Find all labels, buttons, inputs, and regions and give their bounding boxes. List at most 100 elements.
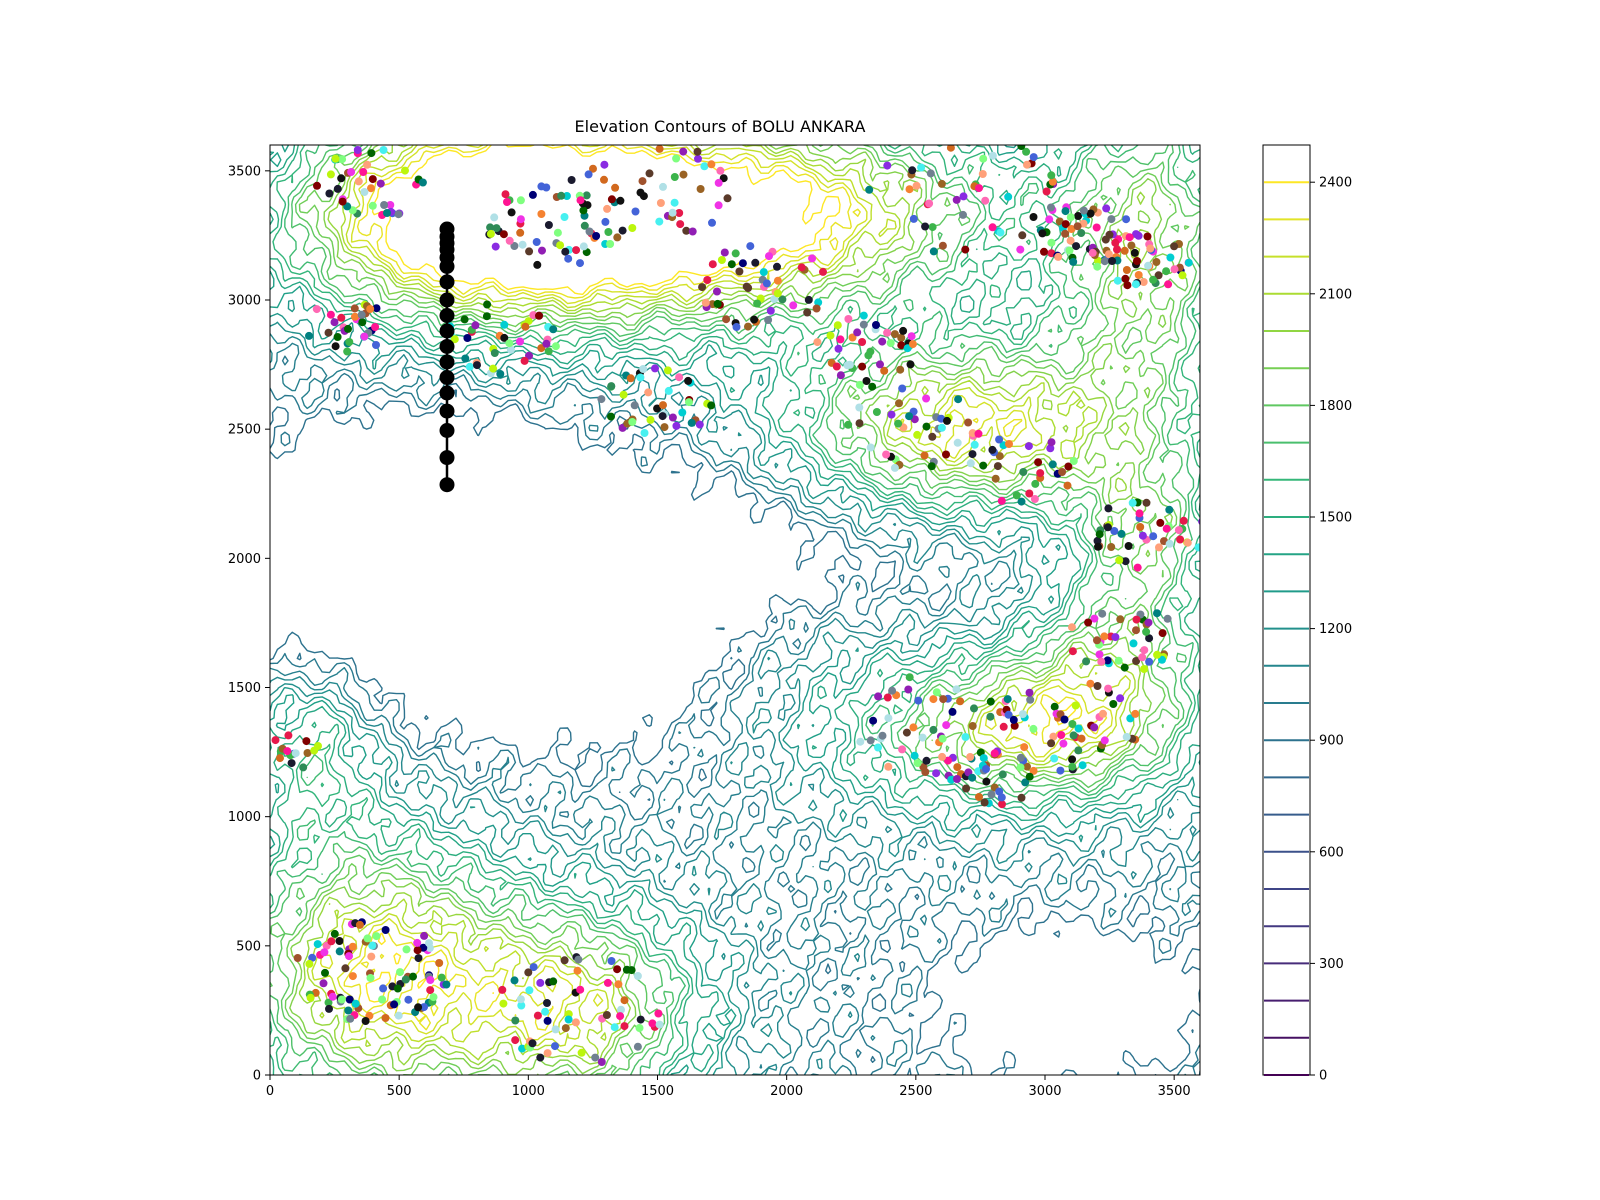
scatter-point xyxy=(1120,663,1129,672)
scatter-point xyxy=(544,221,553,229)
scatter-point xyxy=(1104,250,1113,259)
scatter-point xyxy=(1194,543,1200,552)
y-axis: 0 500 1000 1500 2000 2500 3000 3500 xyxy=(228,164,270,1084)
scatter-point xyxy=(383,209,391,217)
scatter-point xyxy=(1130,248,1139,257)
scatter-point xyxy=(291,749,300,758)
scatter-point xyxy=(1073,222,1082,231)
scatter-point xyxy=(1142,627,1151,636)
scatter-point xyxy=(1140,665,1149,673)
scatter-point xyxy=(372,304,381,313)
scatter-point xyxy=(348,972,357,981)
scatter-point xyxy=(1122,215,1131,224)
scatter-point xyxy=(978,170,987,178)
scatter-point xyxy=(896,365,905,374)
scatter-point xyxy=(874,743,882,752)
scatter-point xyxy=(708,218,716,227)
scatter-point xyxy=(836,335,845,344)
scatter-point xyxy=(759,268,768,277)
scatter-point xyxy=(543,999,551,1007)
scatter-point xyxy=(378,995,387,1004)
scatter-point xyxy=(1127,241,1136,250)
scatter-point xyxy=(659,401,667,410)
scatter-point xyxy=(616,196,625,205)
scatter-point xyxy=(938,241,947,250)
scatter-point xyxy=(576,196,585,205)
scatter-point xyxy=(659,182,667,191)
scatter-point xyxy=(576,259,584,268)
scatter-point xyxy=(576,985,585,994)
scatter-point xyxy=(490,213,499,222)
scatter-point xyxy=(917,163,926,172)
scatter-point xyxy=(1105,230,1114,239)
scatter-point xyxy=(607,195,616,204)
scatter-point xyxy=(714,178,723,187)
scatter-point xyxy=(345,995,354,1004)
scatter-point xyxy=(355,920,364,929)
scatter-point xyxy=(1174,526,1183,535)
scatter-point xyxy=(913,430,922,439)
scatter-point xyxy=(372,932,381,941)
scatter-point xyxy=(1084,618,1093,627)
scatter-point xyxy=(603,978,612,987)
scatter-point xyxy=(1010,721,1019,730)
contour-level-2025 xyxy=(298,145,1152,1066)
scatter-point xyxy=(905,673,914,682)
scatter-point xyxy=(1038,229,1047,238)
scatter-point xyxy=(312,305,321,314)
scatter-point xyxy=(1132,615,1141,624)
scatter-point xyxy=(707,401,716,410)
scatter-point xyxy=(368,175,377,184)
scatter-point xyxy=(1045,215,1054,224)
scatter-point xyxy=(1005,440,1013,448)
scatter-point xyxy=(499,999,508,1008)
scatter-point xyxy=(966,753,975,761)
x-tick-label: 1500 xyxy=(641,1084,674,1099)
scatter-point xyxy=(970,704,978,713)
scatter-point xyxy=(1131,280,1140,289)
path-point xyxy=(439,370,455,385)
scatter-point xyxy=(533,1011,542,1020)
scatter-point xyxy=(1036,469,1045,478)
scatter-point xyxy=(528,190,537,199)
scatter-point xyxy=(1026,695,1035,704)
scatter-point xyxy=(1057,731,1066,739)
path-series xyxy=(439,221,455,493)
chart-title: Elevation Contours of BOLU ANKARA xyxy=(575,117,866,136)
scatter-point xyxy=(551,1042,559,1051)
scatter-point xyxy=(325,1004,333,1013)
scatter-point xyxy=(600,175,608,184)
scatter-point xyxy=(866,443,875,452)
path-point xyxy=(439,477,455,493)
scatter-point xyxy=(426,986,435,995)
scatter-point xyxy=(348,942,357,951)
scatter-point xyxy=(1056,766,1065,775)
scatter-point xyxy=(577,1048,586,1057)
scatter-point xyxy=(868,382,877,391)
scatter-point xyxy=(1093,536,1102,545)
scatter-point xyxy=(1124,542,1133,550)
x-tick-label: 0 xyxy=(266,1084,274,1099)
scatter-point xyxy=(952,685,961,694)
y-tick-label: 3000 xyxy=(228,294,261,309)
scatter-point xyxy=(500,333,509,342)
scatter-point xyxy=(982,777,991,786)
scatter-point xyxy=(533,260,542,269)
scatter-point xyxy=(1109,700,1118,708)
scatter-point xyxy=(982,765,990,773)
scatter-point xyxy=(1017,793,1026,802)
scatter-point xyxy=(351,999,360,1008)
scatter-point xyxy=(1176,535,1185,544)
contour-level-1650 xyxy=(270,145,1200,1075)
colorbar-tick-label: 0 xyxy=(1319,1069,1327,1084)
scatter-point xyxy=(1117,529,1126,538)
scatter-point xyxy=(589,164,597,173)
scatter-point xyxy=(367,184,375,193)
scatter-point xyxy=(899,326,908,335)
scatter-point xyxy=(993,462,1002,471)
scatter-point xyxy=(880,366,889,375)
scatter-point xyxy=(1121,557,1130,566)
scatter-point xyxy=(1149,532,1158,541)
scatter-point xyxy=(720,248,729,257)
scatter-point xyxy=(537,210,546,218)
